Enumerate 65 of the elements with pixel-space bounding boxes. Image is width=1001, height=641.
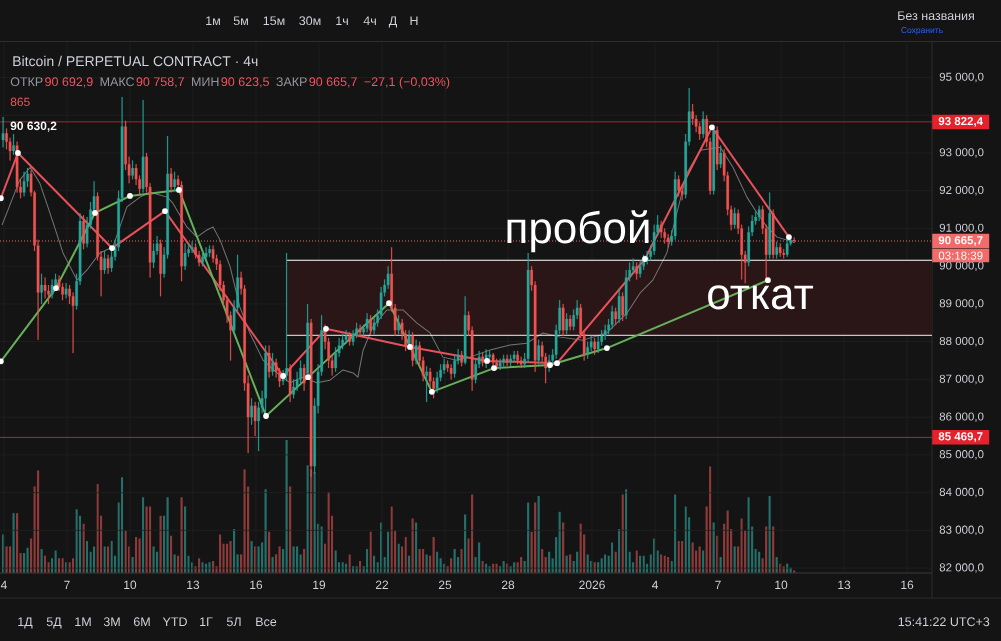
annotation: МАКС: [100, 77, 135, 87]
x-tick-label: 2026: [579, 580, 605, 590]
y-tick-label: 90 000,0: [939, 261, 984, 271]
y-tick-label: 89 000,0: [939, 299, 984, 309]
text: 5Л: [226, 617, 241, 627]
x-tick-label: 4: [0, 580, 7, 589]
annotation: −27,1 (−0,03%): [364, 76, 450, 89]
annotation: 865: [10, 97, 30, 107]
text: Все: [256, 617, 277, 627]
text: 1Д: [18, 617, 33, 629]
y-tick-label: 84 000,0: [939, 487, 984, 498]
y-tick-label: 82 000,0: [939, 563, 984, 573]
text: Без названия: [898, 11, 974, 21]
y-tick-label: 85 000,0: [939, 450, 984, 460]
text: 15:41:22 UTC+3: [898, 617, 990, 627]
annotation: пробой: [507, 210, 649, 253]
y-tick-label: 87 000,0: [939, 374, 984, 385]
annotation: МИН: [192, 77, 219, 86]
y-tick-label: 88 000,0: [939, 336, 984, 347]
text: Д: [388, 16, 398, 28]
text: 5м: [233, 16, 248, 26]
x-tick-label: 7: [64, 580, 70, 589]
annotation: 90 630,2: [10, 121, 57, 132]
annotation: 90 758,7: [136, 77, 184, 88]
y-tick-label: 92 000,0: [939, 185, 984, 196]
y-tick-label: 95 000,0: [939, 72, 984, 83]
x-tick-label: 7: [715, 580, 721, 589]
x-tick-label: 28: [501, 580, 515, 590]
text: 4ч: [363, 16, 376, 25]
x-tick-label: 4: [651, 580, 659, 589]
ref-line-label: 85 469,7: [938, 432, 983, 443]
x-tick-label: 13: [187, 580, 200, 590]
text: 5Д: [46, 617, 62, 629]
ref-line-label: 93 822,4: [938, 117, 984, 127]
text: 3М: [103, 617, 120, 627]
text: 1Г: [200, 617, 213, 626]
text: 1м: [206, 16, 220, 25]
text: 1ч: [336, 16, 348, 25]
x-tick-label: 19: [313, 580, 326, 590]
text: Н: [410, 16, 418, 25]
y-tick-label: 86 000,0: [939, 412, 984, 422]
x-tick-label: 22: [375, 580, 389, 589]
x-tick-label: 10: [775, 580, 788, 590]
text: 15м: [263, 16, 285, 26]
y-tick-label: 83 000,0: [939, 525, 984, 536]
annotation: 90 623,5: [221, 77, 269, 88]
x-tick-label: 10: [124, 580, 137, 590]
text: Сохранить: [901, 27, 943, 35]
annotation: ОТКР: [10, 77, 43, 87]
text: 30м: [299, 16, 321, 26]
text: 6М: [133, 617, 150, 627]
text: Bitcoin / PERPETUAL CONTRACT · 4ч: [13, 55, 258, 67]
x-tick-label: 16: [901, 580, 914, 590]
y-tick-label: 93 000,0: [939, 148, 984, 158]
annotation: 90 665,7: [309, 77, 357, 88]
x-tick-label: 13: [838, 580, 851, 590]
text: YTD: [162, 617, 187, 626]
text: 03:18:39: [938, 251, 983, 260]
text: 1М: [75, 617, 91, 626]
ref-line-label: 90 665,7: [938, 236, 983, 246]
x-tick-label: 16: [250, 580, 263, 590]
x-tick-label: 25: [438, 580, 452, 590]
y-tick-label: 91 000,0: [939, 223, 984, 234]
annotation: 90 692,9: [45, 77, 93, 88]
annotation: ЗАКР: [276, 77, 307, 87]
